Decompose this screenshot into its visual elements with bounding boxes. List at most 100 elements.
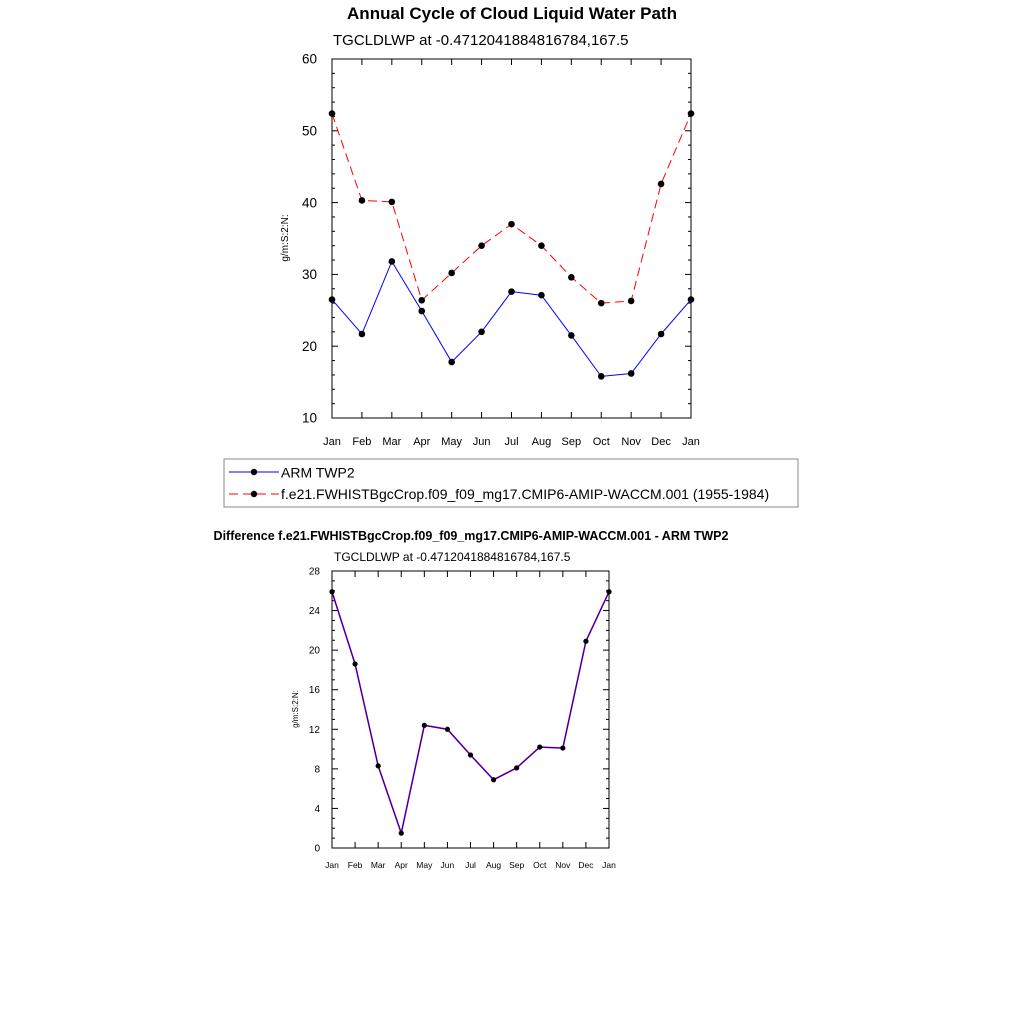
chart1-ylabel: g/m:S:2:N: bbox=[280, 214, 291, 261]
chart1-xtick-label: Aug bbox=[532, 436, 552, 448]
chart2-plot-frame bbox=[331, 570, 610, 849]
legend-box bbox=[223, 458, 799, 508]
chart2-xtick-label: Feb bbox=[348, 860, 363, 870]
legend-label-model: f.e21.FWHISTBgcCrop.f09_f09_mg17.CMIP6-A… bbox=[281, 486, 769, 502]
chart1-series-2-point bbox=[418, 296, 426, 304]
chart1-series-1-point bbox=[627, 370, 635, 377]
chart1-xtick-label: Jan bbox=[323, 436, 341, 448]
chart2-series bbox=[329, 589, 612, 837]
chart1-series-2-point bbox=[358, 197, 366, 204]
chart1-series-1-point bbox=[568, 332, 575, 339]
chart2-ytick-label: 0 bbox=[314, 844, 320, 855]
chart1-ytick-label: 20 bbox=[302, 339, 317, 354]
chart2-series-1-point bbox=[421, 722, 427, 728]
chart1-series-2-point bbox=[508, 220, 515, 228]
chart2-ytick-label: 16 bbox=[309, 685, 321, 696]
chart1-series-1-line bbox=[331, 260, 692, 377]
chart1-series-1-point bbox=[687, 296, 695, 303]
chart2-series-1-line bbox=[331, 591, 610, 836]
chart1-series-2-point bbox=[687, 110, 695, 117]
chart1-series-1-point bbox=[418, 307, 426, 315]
chart2-series-1-point bbox=[537, 744, 543, 750]
chart2-ytick-label: 24 bbox=[309, 606, 321, 617]
chart1-xtick-label: Jan bbox=[682, 436, 700, 448]
chart2-xtick-label: Mar bbox=[371, 860, 386, 870]
chart2-ticks: Jan Feb Mar Apr May Jun Jul Aug Sep Oct Nov Dec Jan 0… bbox=[309, 567, 616, 871]
chart1-ytick-label: 30 bbox=[302, 267, 317, 282]
chart2-xtick-label: Apr bbox=[395, 860, 408, 870]
chart1-ytick-label: 60 bbox=[302, 52, 317, 67]
chart1-xtick-label: Oct bbox=[593, 436, 610, 448]
chart2-xtick-label: May bbox=[416, 860, 433, 870]
chart2-ytick-label: 4 bbox=[314, 804, 320, 815]
chart1-subtitle: TGCLDLWP at -0.4712041884816784,167.5 bbox=[333, 32, 629, 49]
chart2-series-1-point bbox=[606, 589, 612, 595]
chart1-series-2-point bbox=[388, 198, 396, 206]
annual-cycle-chart: Annual Cycle of Cloud Liquid Water Path … bbox=[280, 4, 700, 448]
chart2-series-1-point bbox=[444, 726, 451, 732]
chart2-xtick-label: Jan bbox=[325, 860, 339, 870]
chart2-series-1-point bbox=[329, 589, 335, 595]
chart2-ytick-label: 12 bbox=[309, 725, 321, 736]
chart1-series-2-point bbox=[328, 110, 336, 117]
chart1-ytick-label: 40 bbox=[302, 195, 317, 210]
chart1-series-2-point bbox=[657, 180, 665, 188]
chart2-title: Difference f.e21.FWHISTBgcCrop.f09_f09_m… bbox=[214, 529, 729, 543]
legend-item-obs: ARM TWP2 bbox=[229, 465, 355, 481]
chart1-series-1-point bbox=[358, 330, 366, 338]
chart1-series-1-point bbox=[657, 330, 665, 338]
chart1-xtick-label: Jun bbox=[473, 436, 491, 448]
chart2-xtick-label: Aug bbox=[486, 860, 501, 870]
legend-label-obs: ARM TWP2 bbox=[281, 465, 355, 481]
chart1-ytick-label: 10 bbox=[302, 411, 317, 426]
chart1-series-1-point bbox=[388, 258, 396, 265]
chart1-xtick-label: Apr bbox=[413, 436, 430, 448]
legend-marker-obs bbox=[250, 468, 258, 476]
difference-chart: Difference f.e21.FWHISTBgcCrop.f09_f09_m… bbox=[214, 529, 729, 870]
chart2-subtitle: TGCLDLWP at -0.4712041884816784,167.5 bbox=[334, 550, 571, 564]
chart1-xtick-label: Sep bbox=[562, 436, 582, 448]
chart2-series-1-point bbox=[352, 661, 358, 667]
chart1-series bbox=[328, 110, 695, 380]
chart1-xtick-label: Nov bbox=[621, 436, 641, 448]
chart2-series-1-point bbox=[583, 638, 589, 644]
chart2-series-1-point bbox=[467, 752, 474, 758]
chart2-series-1-point bbox=[490, 777, 497, 783]
legend-marker-model bbox=[250, 490, 258, 498]
chart1-series-2-point bbox=[538, 242, 545, 249]
chart1-series-1-point bbox=[448, 358, 455, 366]
chart2-series-1-point bbox=[375, 763, 381, 769]
chart2-series-1-point bbox=[514, 765, 520, 771]
chart1-series-1-point bbox=[508, 288, 515, 295]
chart1-series-2-point bbox=[627, 297, 635, 305]
chart2-ytick-label: 28 bbox=[309, 567, 321, 578]
chart2-ytick-label: 20 bbox=[309, 646, 321, 657]
chart1-xtick-label: Jul bbox=[504, 436, 518, 448]
chart2-series-1-point bbox=[560, 745, 566, 751]
chart2-xtick-label: Sep bbox=[509, 860, 524, 870]
chart1-xtick-label: Dec bbox=[651, 436, 671, 448]
chart2-xtick-label: Jan bbox=[602, 860, 616, 870]
chart2-ylabel: g/m:S:2:N: bbox=[291, 690, 300, 728]
chart1-series-2-point bbox=[478, 242, 485, 249]
chart1-xtick-label: Mar bbox=[382, 436, 401, 448]
chart2-xtick-label: Nov bbox=[555, 860, 571, 870]
chart1-series-1-point bbox=[597, 373, 605, 380]
chart2-xtick-label: Jun bbox=[441, 860, 455, 870]
legend-item-model: f.e21.FWHISTBgcCrop.f09_f09_mg17.CMIP6-A… bbox=[229, 486, 769, 502]
chart1-series-1-point bbox=[328, 296, 336, 303]
chart1-series-1-point bbox=[478, 328, 485, 336]
chart2-xtick-label: Oct bbox=[533, 860, 547, 870]
chart2-series-1-point bbox=[398, 830, 404, 836]
chart1-ytick-label: 50 bbox=[302, 124, 317, 139]
chart1-series-1-point bbox=[538, 291, 545, 299]
chart2-xtick-label: Dec bbox=[578, 860, 594, 870]
chart1-xtick-label: Feb bbox=[352, 436, 371, 448]
legend: ARM TWP2 f.e21.FWHISTBgcCrop.f09_f09_mg1… bbox=[223, 458, 799, 508]
chart2-ytick-label: 8 bbox=[314, 764, 320, 775]
chart1-series-2-point bbox=[448, 269, 455, 277]
chart1-title: Annual Cycle of Cloud Liquid Water Path bbox=[347, 4, 677, 23]
chart2-xtick-label: Jul bbox=[465, 860, 476, 870]
chart1-series-2-point bbox=[568, 273, 575, 281]
